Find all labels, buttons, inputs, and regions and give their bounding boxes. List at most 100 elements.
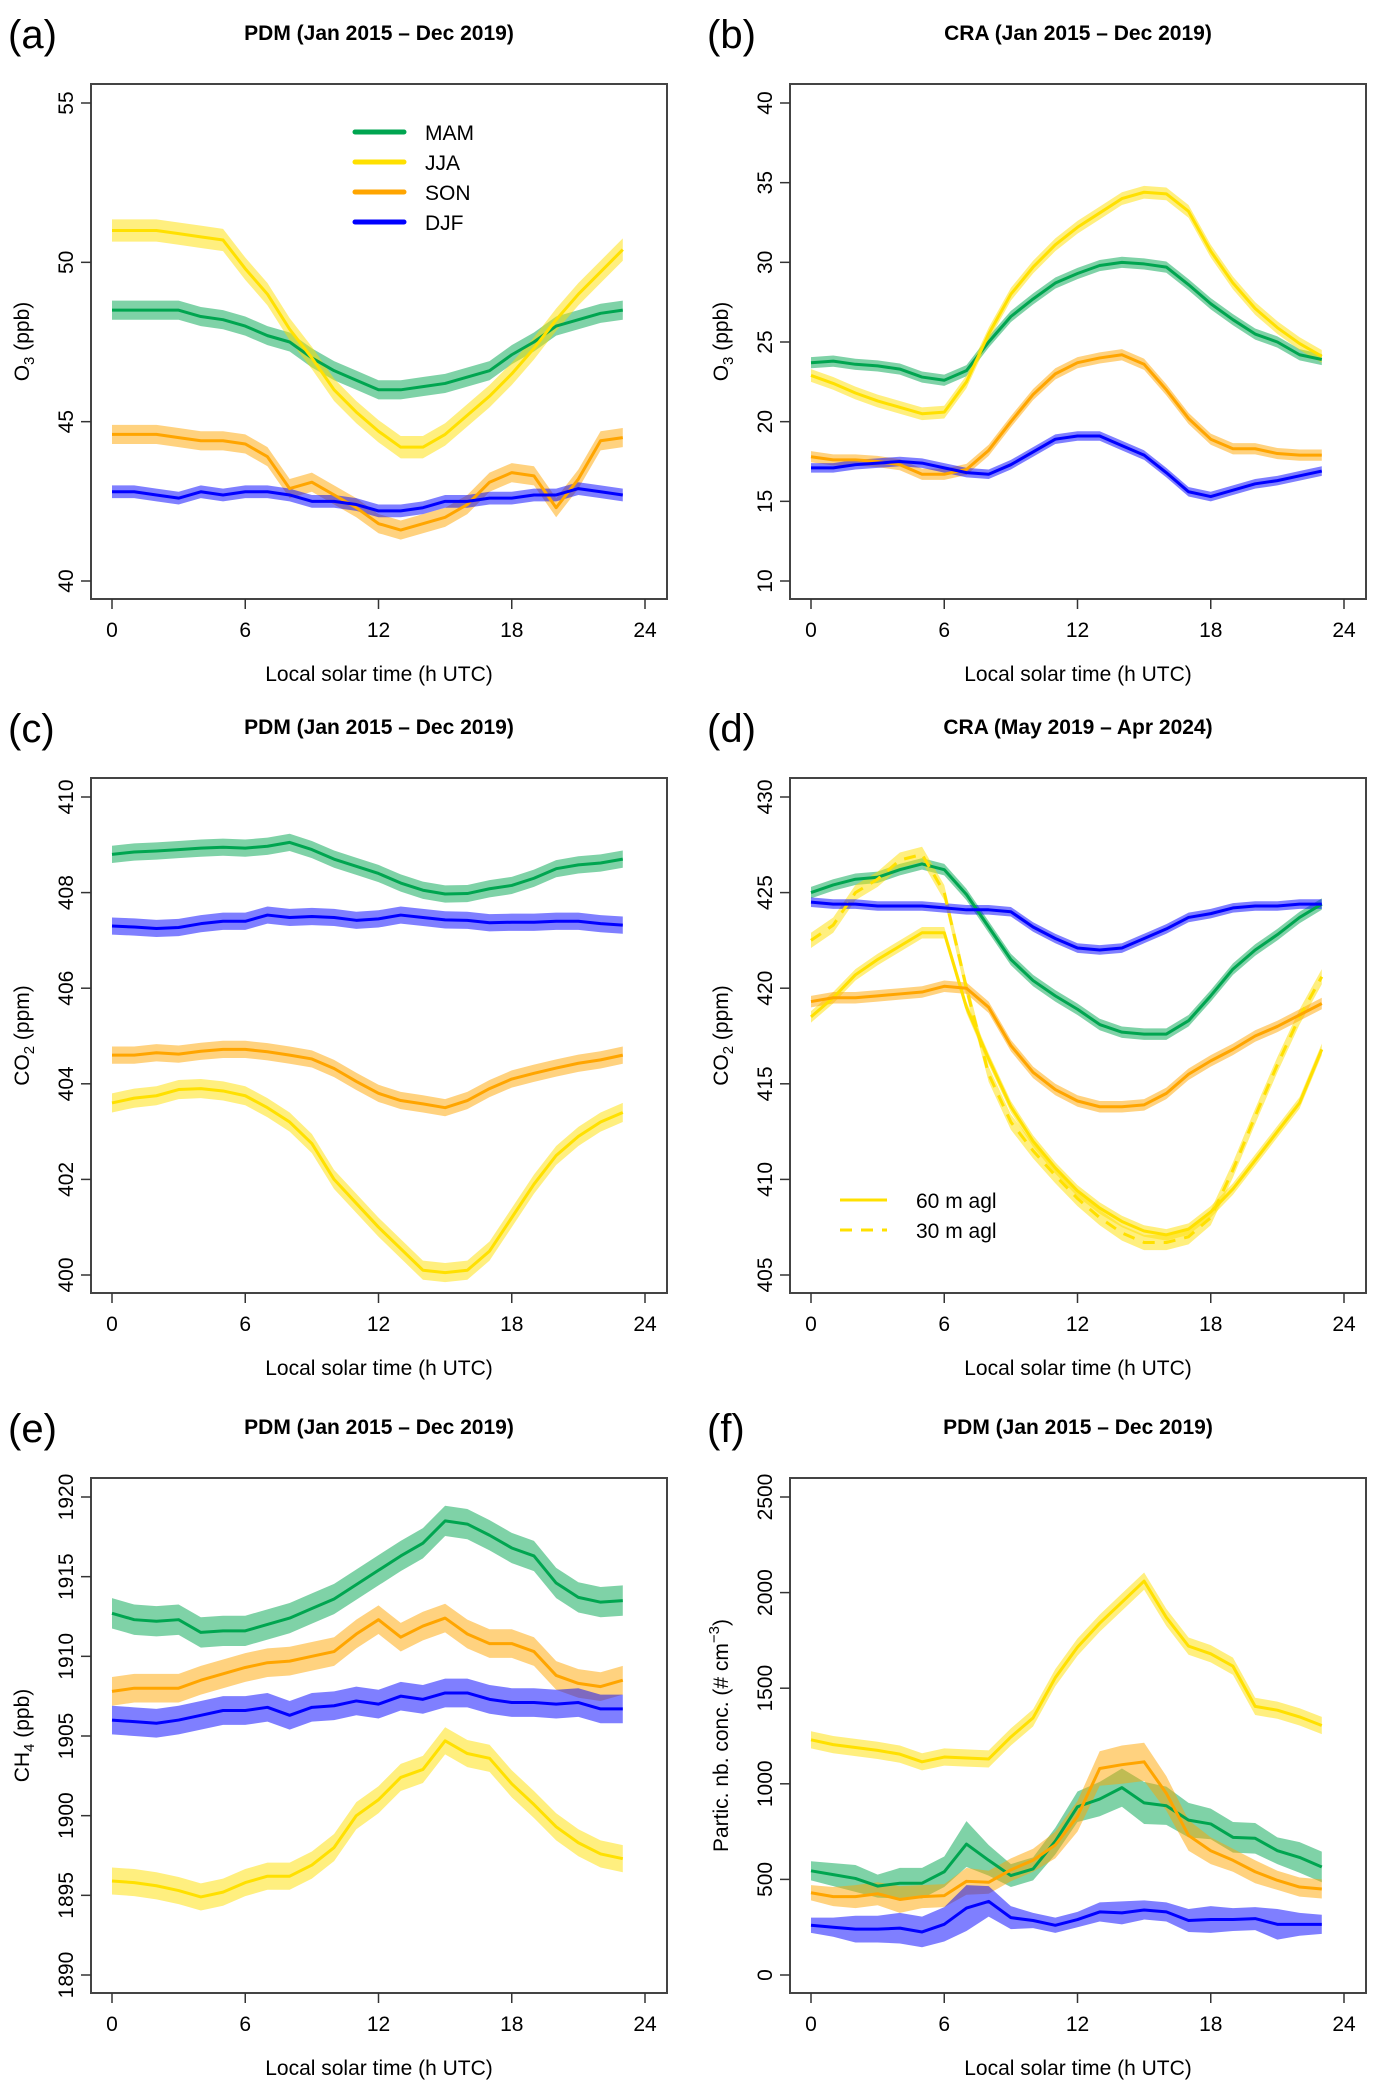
y-tick-label: 1905 <box>55 1713 78 1760</box>
y-tick-label: 55 <box>55 91 78 114</box>
y-tick-label: 410 <box>55 779 78 814</box>
y-label-main: O <box>11 365 34 381</box>
y-label-subscript: 3 <box>21 357 38 365</box>
line-mam <box>810 1786 1323 1888</box>
y-tick-label: 45 <box>55 410 78 433</box>
x-tick-label: 18 <box>1199 1313 1222 1336</box>
band-jja <box>112 1727 623 1911</box>
band-djf-60magl <box>811 897 1322 955</box>
y-tick-label: 2500 <box>754 1474 777 1521</box>
line-son <box>810 353 1322 476</box>
plot-area <box>810 185 1323 502</box>
line-jja-30magl <box>810 852 1324 1244</box>
x-tick-label: 6 <box>938 619 950 642</box>
panel-f: (f) PDM (Jan 2015 – Dec 2019) 0 6 12 18 24 Loca… <box>706 1407 1367 2080</box>
band-mam <box>112 833 623 903</box>
y-tick-label: 408 <box>55 875 78 910</box>
legend-label-height: 30 m agl <box>916 1220 997 1243</box>
line-djf <box>111 913 623 930</box>
panel-title: PDM (Jan 2015 – Dec 2019) <box>244 1416 514 1439</box>
x-tick-label: 0 <box>805 2013 817 2036</box>
y-tick-label: 20 <box>754 410 777 433</box>
legend-seasons: MAM JJA SON DJF <box>352 122 474 235</box>
y-label-rest: (ppm) <box>11 985 34 1046</box>
band-djf <box>811 431 1322 502</box>
line-jja <box>111 1087 624 1275</box>
y-label-main: CO <box>710 1054 733 1086</box>
legend-heights: 60 m agl 30 m agl <box>840 1190 997 1243</box>
x-tick-label: 6 <box>239 2013 251 2036</box>
y-label-main: O <box>710 365 733 381</box>
panel-c: (c) PDM (Jan 2015 – Dec 2019) 0 6 12 18 24 Loca… <box>8 707 668 1380</box>
x-tick-label: 6 <box>938 2013 950 2036</box>
y-tick-label: 404 <box>55 1066 78 1101</box>
band-jja <box>811 1572 1322 1771</box>
band-djf <box>112 906 623 938</box>
band-son <box>811 1742 1322 1913</box>
x-tick-label: 0 <box>106 619 118 642</box>
x-tick-label: 0 <box>805 1313 817 1336</box>
x-tick-label: 24 <box>1332 619 1356 642</box>
band-djf <box>112 482 623 518</box>
y-tick-label: 30 <box>754 251 777 274</box>
y-tick-label: 35 <box>754 171 777 194</box>
y-axis-label: CH4 (ppb) <box>11 1689 38 1783</box>
y-label-rest: (ppb) <box>11 1689 34 1744</box>
x-tick-label: 24 <box>633 619 657 642</box>
y-tick-label: 10 <box>754 569 777 592</box>
panel-letter: (f) <box>707 1407 745 1451</box>
panel-letter: (b) <box>707 13 756 57</box>
x-tick-label: 6 <box>239 619 251 642</box>
y-label-main: CO <box>11 1054 34 1086</box>
y-axis-label: CO2 (ppm) <box>710 985 737 1086</box>
panel-d: (d) CRA (May 2019 – Apr 2024) 0 6 12 18 24 Loca… <box>707 707 1367 1380</box>
x-tick-label: 0 <box>106 1313 118 1336</box>
x-tick-label: 6 <box>938 1313 950 1336</box>
panel-e: (e) PDM (Jan 2015 – Dec 2019) 0 6 12 18 24 Loca… <box>8 1407 668 2080</box>
plot-area <box>111 219 624 540</box>
x-tick-label: 24 <box>1332 2013 1356 2036</box>
y-tick-label: 1890 <box>55 1952 78 1999</box>
y-tick-label: 1895 <box>55 1872 78 1919</box>
panel-letter: (e) <box>8 1407 57 1451</box>
y-tick-label: 15 <box>754 490 777 513</box>
x-tick-label: 18 <box>1199 619 1222 642</box>
y-axis-label: O3 (ppb) <box>710 302 737 382</box>
y-label-subscript: 4 <box>21 1744 38 1752</box>
legend-label-son: SON <box>425 182 471 205</box>
y-tick-label: 40 <box>55 569 78 592</box>
x-axis-label: Local solar time (h UTC) <box>265 663 493 686</box>
panel-letter: (c) <box>8 707 55 751</box>
y-tick-label: 1900 <box>55 1792 78 1839</box>
y-tick-label: 415 <box>754 1066 777 1101</box>
line-jja <box>112 228 624 449</box>
y-label-subscript: 2 <box>720 1046 737 1054</box>
x-axis-label: Local solar time (h UTC) <box>265 1357 493 1380</box>
y-label-subscript: 2 <box>21 1046 38 1054</box>
line-jja-60magl <box>810 931 1324 1237</box>
plot-area <box>810 1572 1323 1948</box>
band-jja <box>112 219 623 459</box>
y-tick-label: 420 <box>754 971 777 1006</box>
legend-label-mam: MAM <box>425 122 474 145</box>
band-djf <box>112 1678 623 1738</box>
line-jja <box>111 1739 624 1899</box>
panel-b: (b) CRA (Jan 2015 – Dec 2019) 0 6 12 18 24 Loca… <box>707 13 1367 686</box>
x-tick-label: 24 <box>1332 1313 1356 1336</box>
y-tick-label: 0 <box>754 1969 777 1981</box>
line-son-60magl <box>810 984 1323 1109</box>
panel-a: (a) PDM (Jan 2015 – Dec 2019) 0 6 12 18 24 Loca… <box>8 13 668 686</box>
line-mam <box>112 308 624 392</box>
x-axis-label: Local solar time (h UTC) <box>265 2057 493 2080</box>
x-tick-label: 18 <box>1199 2013 1222 2036</box>
plot-area <box>111 833 624 1283</box>
line-mam-60magl <box>810 862 1323 1036</box>
x-tick-label: 12 <box>1066 619 1089 642</box>
panel-letter: (a) <box>8 13 57 57</box>
y-label-main: CH <box>11 1752 34 1782</box>
y-tick-label: 405 <box>754 1257 777 1292</box>
x-tick-label: 24 <box>633 1313 657 1336</box>
x-tick-label: 12 <box>367 2013 390 2036</box>
band-djf <box>811 1885 1322 1948</box>
x-tick-label: 12 <box>367 1313 390 1336</box>
